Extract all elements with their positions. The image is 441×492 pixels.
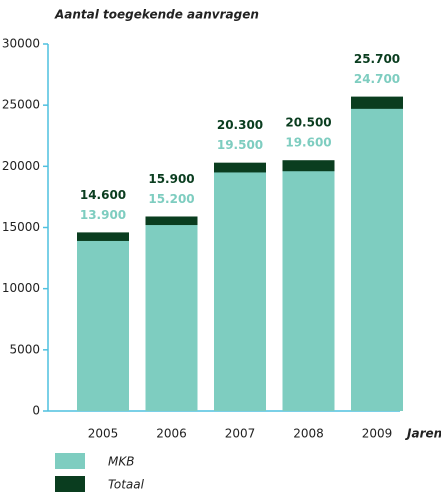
y-tick-label: 20000	[2, 159, 40, 173]
y-tick-label: 30000	[2, 37, 40, 51]
value-label: 19.500	[217, 138, 263, 152]
value-label: 15.900	[148, 172, 194, 186]
value-label: 24.700	[354, 72, 400, 86]
x-axis-label: Jaren	[405, 427, 441, 441]
legend-swatch	[55, 476, 85, 492]
bar	[214, 172, 266, 411]
value-label: 15.200	[148, 192, 194, 206]
x-tick-label: 2006	[156, 427, 187, 441]
legend-swatch	[55, 453, 85, 469]
value-label: 20.500	[285, 116, 331, 130]
x-tick-label: 2009	[362, 427, 393, 441]
x-tick-label: 2008	[293, 427, 324, 441]
bar	[77, 240, 129, 411]
value-label: 25.700	[354, 52, 400, 66]
value-label: 19.600	[285, 136, 331, 150]
legend-label: Totaal	[108, 478, 145, 492]
value-label: 13.900	[80, 208, 126, 222]
y-tick-label: 5000	[9, 342, 40, 356]
x-tick-label: 2007	[225, 427, 256, 441]
y-tick-label: 0	[32, 404, 40, 418]
chart-title: Aantal toegekende aanvragen	[54, 8, 259, 22]
x-tick-label: 2005	[88, 427, 119, 441]
value-label: 20.300	[217, 118, 263, 132]
value-label: 14.600	[80, 188, 126, 202]
y-tick-label: 25000	[2, 98, 40, 112]
legend-label: MKB	[108, 455, 134, 469]
bar	[145, 225, 198, 411]
y-tick-label: 15000	[2, 220, 40, 234]
bar	[351, 108, 403, 411]
bar	[282, 171, 335, 411]
y-tick-label: 10000	[2, 281, 40, 295]
